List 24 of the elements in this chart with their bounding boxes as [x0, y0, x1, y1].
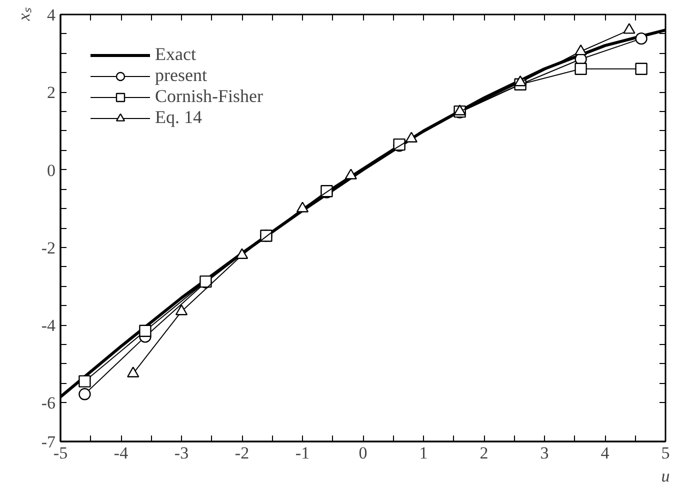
y-axis-title: xₛ: [14, 7, 34, 22]
y-tick-label: -7: [41, 432, 56, 452]
x-tick-label: 0: [358, 444, 368, 462]
x-tick-label: -2: [234, 444, 250, 462]
x-tick-label: 3: [540, 444, 549, 462]
y-tick-label: -4: [41, 316, 56, 336]
legend-label: Eq. 14: [155, 107, 202, 128]
y-tick-label: -2: [41, 238, 56, 258]
x-tick-label: -5: [53, 444, 68, 462]
x-tick-label: 1: [419, 444, 428, 462]
y-tick-label: 0: [47, 160, 56, 180]
y-tick-label: 2: [47, 83, 56, 102]
x-axis-title: u: [661, 466, 670, 486]
x-tick-label: -3: [174, 444, 189, 462]
legend-label: Cornish-Fisher: [155, 86, 263, 107]
y-tick-label: 4: [47, 6, 56, 24]
legend-label: present: [155, 65, 207, 86]
x-tick-label: -4: [114, 444, 129, 462]
x-tick-label: 5: [661, 444, 670, 462]
legend-label: Exact: [155, 44, 196, 65]
x-tick-label: 2: [480, 444, 488, 462]
x-tick-label: -1: [295, 444, 310, 462]
y-tick-label: -6: [41, 394, 56, 413]
x-tick-label: 4: [600, 444, 610, 462]
